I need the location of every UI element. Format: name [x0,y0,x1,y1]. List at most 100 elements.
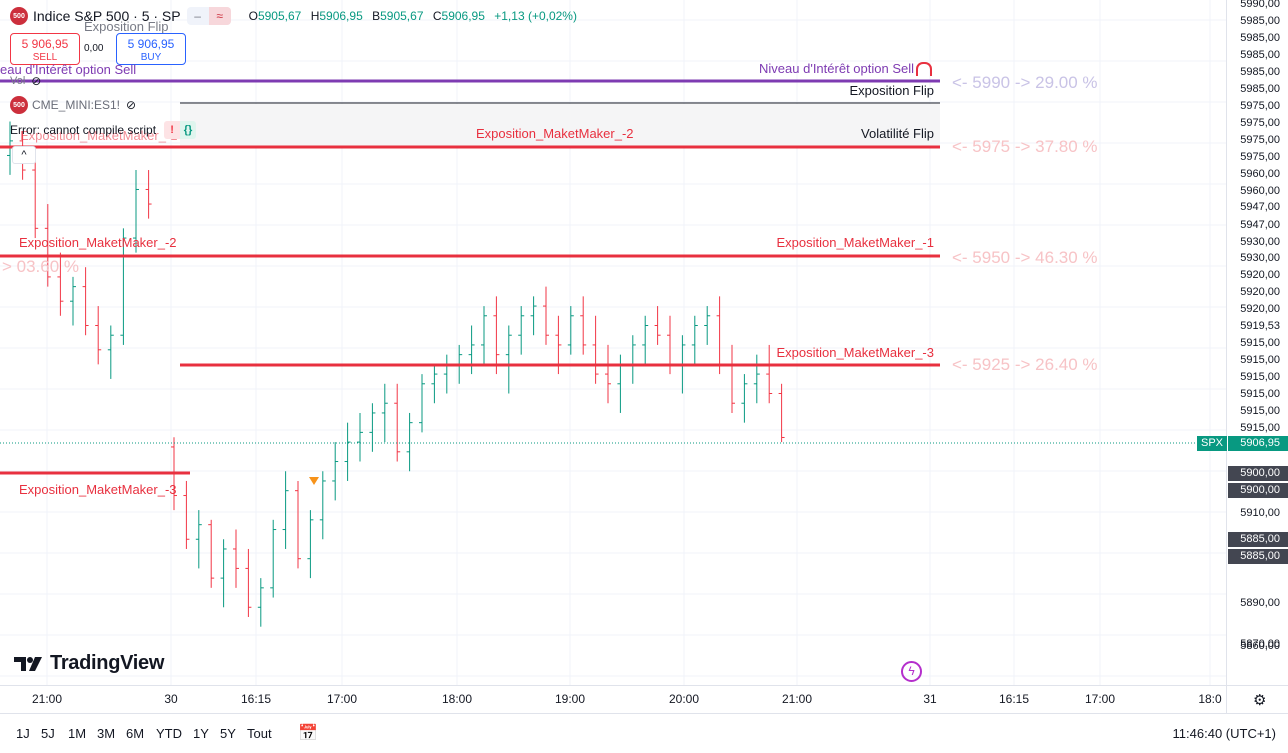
tradingview-logo[interactable]: TradingView [14,652,164,675]
buy-button[interactable]: 5 906,95 BUY [116,33,186,65]
candle [245,548,252,617]
clock[interactable]: 11:46:40 (UTC+1) [1172,726,1276,741]
eye-hidden-icon[interactable]: ⊘ [31,74,42,88]
exposition-flip-ghost: Exposition Flip [84,19,169,34]
axis-settings[interactable]: ⚙ [1226,685,1288,713]
eye-hidden-icon[interactable]: ⊘ [126,98,137,112]
range-button-5y[interactable]: 5Y [220,726,236,741]
script-error-row[interactable]: Error: cannot compile script ! {} [10,121,197,139]
time-tick-label: 21:00 [31,692,63,706]
candle [107,325,114,379]
symbol-legend[interactable]: 500 Indice S&P 500 · 5 · SP ‒ ≈ O5905,67… [10,7,577,25]
time-tick-label: 21:00 [781,692,813,706]
range-button-6m[interactable]: 6M [126,726,145,741]
candle [605,344,611,404]
level-label-volatilite-flip: Volatilité Flip [861,126,934,141]
candle [319,471,326,540]
sell-button[interactable]: 5 906,95 SELL [10,33,80,65]
price-tick-label: 5890,00 [1240,597,1280,609]
price-tick-label: 5870,00 [1240,638,1280,650]
candle [592,315,599,384]
level-label-exposition-flip: Exposition Flip [849,83,934,98]
candle [543,286,549,345]
price-tick-label: 5985,00 [1240,15,1280,27]
tradingview-wordmark: TradingView [50,652,165,674]
spread-value: 0,00 [84,43,104,54]
script-error-text: Error: cannot compile script [10,123,157,137]
candle [691,315,698,365]
code-braces-icon: {} [180,121,197,139]
signal-marker-icon [309,477,319,485]
price-tick-label: 5915,00 [1240,388,1280,400]
price-tick-label: 5930,00 [1240,252,1280,264]
price-tick-label: 5985,00 [1240,32,1280,44]
price-tick-label: 5860,00 [1240,640,1280,652]
candle [431,364,438,404]
range-button-1y[interactable]: 1Y [193,726,209,741]
approx-icon: ≈ [208,7,231,25]
time-tick-label: 31 [923,692,937,706]
candle [344,422,351,481]
candle [282,471,289,549]
current-price-tag: SPX [1197,436,1227,451]
chart-pane[interactable]: Niveau d'Intérêt option Sell Exposition … [0,0,1226,685]
candle [357,412,363,462]
range-button-5j[interactable]: 5J [41,726,55,741]
range-button-1m[interactable]: 1M [68,726,87,741]
date-range-icon[interactable]: 📅 [298,725,318,742]
candle [195,510,202,569]
level-label-mm1-right: Exposition_MaketMaker_-1 [776,235,934,250]
level-label-niveau: Niveau d'Intérêt option Sell [759,61,914,76]
candle [642,315,649,365]
es1-symbol[interactable]: CME_MINI:ES1! [32,98,121,112]
volume-legend[interactable]: Vol ⊘ [10,74,42,88]
price-tick-label: 5915,00 [1240,337,1280,349]
candle [580,296,587,355]
ghost-label-5925: <- 5925 -> 26.40 % [952,355,1098,374]
candle [704,306,711,345]
chart-canvas[interactable] [0,0,1226,685]
price-tick-label: 5910,00 [1240,507,1280,519]
es1-legend[interactable]: 500 CME_MINI:ES1! ⊘ [10,96,136,114]
candle [295,480,301,569]
candle [716,296,723,375]
candle [32,155,39,239]
price-tick-label: 5985,00 [1240,66,1280,78]
symbol-title[interactable]: Indice S&P 500 · 5 · SP [33,8,181,24]
time-tick-label: 17:00 [1084,692,1116,706]
price-tick-label: 5919,53 [1240,320,1280,332]
tradingview-mark-icon [14,656,42,671]
price-tick-label: 5930,00 [1240,236,1280,248]
price-tick-label: 5915,00 [1240,354,1280,366]
price-tick-label: 5975,00 [1240,100,1280,112]
candle [505,325,512,394]
settings-gear-icon[interactable]: ⚙ [1253,692,1267,709]
flash-icon[interactable]: ϟ [901,661,922,682]
candle [493,296,500,375]
candle [95,306,102,365]
time-tick-label: 30 [164,692,178,706]
candle [220,539,227,608]
error-badge[interactable]: ! {} [164,121,197,139]
price-tick-label: 5915,00 [1240,405,1280,417]
price-level-tag: 5900,00 [1228,466,1288,481]
range-button-ytd[interactable]: YTD [156,726,182,741]
symbol-logo-icon: 500 [10,7,28,25]
candle [617,354,624,413]
market-status-pill[interactable]: ‒ ≈ [186,7,231,25]
time-axis[interactable]: 21:00 30 16:15 17:00 18:00 19:00 20:00 21:00 31 1… [0,685,1226,713]
range-button-tout[interactable]: Tout [247,726,272,741]
price-tick-label: 5990,00 [1240,0,1280,10]
collapse-legend-button[interactable]: ^ [12,146,36,164]
niveau-ghost-row: eau d'Intérêt option Sell [0,62,137,77]
ghost-label-5975: <- 5975 -> 37.80 % [952,137,1098,156]
candle [518,306,525,355]
price-level-tag: 5885,00 [1228,532,1288,547]
candle [307,510,314,579]
range-button-1j[interactable]: 1J [16,726,30,741]
candle [629,335,636,384]
price-tick-label: 5915,00 [1240,422,1280,434]
price-axis[interactable]: 5990,00 5985,00 5985,00 5985,00 5985,00 5985,… [1197,0,1288,685]
price-tick-label: 5960,00 [1240,185,1280,197]
range-button-3m[interactable]: 3M [97,726,116,741]
